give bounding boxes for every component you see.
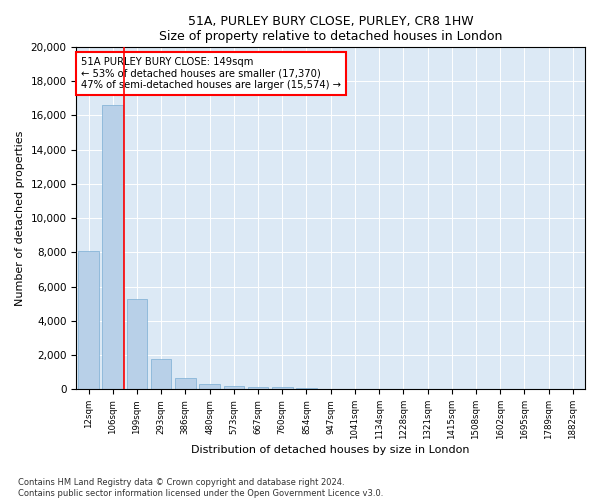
Bar <box>175 378 196 390</box>
Bar <box>272 388 293 390</box>
Bar <box>248 387 268 390</box>
Bar <box>127 298 147 390</box>
Text: Contains HM Land Registry data © Crown copyright and database right 2024.
Contai: Contains HM Land Registry data © Crown c… <box>18 478 383 498</box>
Bar <box>78 250 99 390</box>
Y-axis label: Number of detached properties: Number of detached properties <box>15 130 25 306</box>
X-axis label: Distribution of detached houses by size in London: Distribution of detached houses by size … <box>191 445 470 455</box>
Bar <box>224 386 244 390</box>
Bar <box>151 358 172 390</box>
Title: 51A, PURLEY BURY CLOSE, PURLEY, CR8 1HW
Size of property relative to detached ho: 51A, PURLEY BURY CLOSE, PURLEY, CR8 1HW … <box>159 15 502 43</box>
Bar <box>103 105 123 390</box>
Bar <box>296 388 317 390</box>
Bar <box>320 389 341 390</box>
Bar <box>199 384 220 390</box>
Text: 51A PURLEY BURY CLOSE: 149sqm
← 53% of detached houses are smaller (17,370)
47% : 51A PURLEY BURY CLOSE: 149sqm ← 53% of d… <box>82 57 341 90</box>
